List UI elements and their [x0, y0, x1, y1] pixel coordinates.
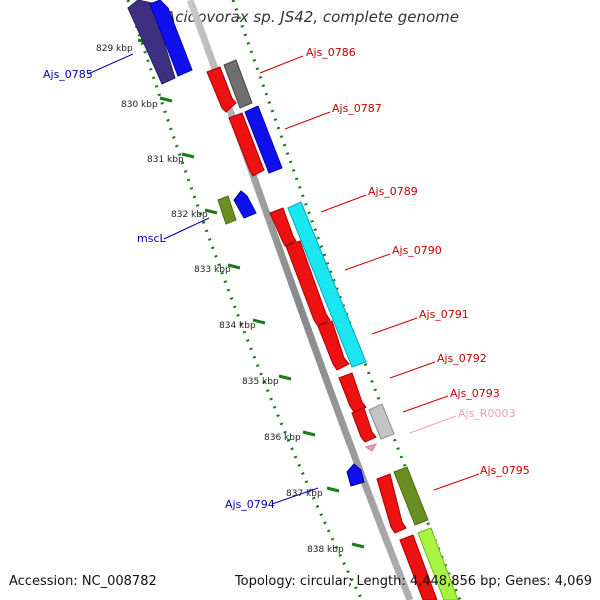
gene-red-bottom[interactable]: [399, 534, 438, 600]
gene-ajs-0795-olive[interactable]: [393, 466, 429, 526]
gene-ajs-0795[interactable]: [376, 473, 407, 534]
leader-line-ajs-0787: [284, 111, 331, 130]
gene-label-ajs-0785[interactable]: Ajs_0785: [43, 68, 93, 81]
leader-line-ajs-0790: [344, 253, 391, 271]
gene-ajs-0792[interactable]: [338, 372, 367, 413]
gene-ajs-0793-grey[interactable]: [368, 403, 395, 440]
leader-line-ajs-0786: [259, 55, 304, 74]
tick-mark: [181, 152, 195, 159]
gene-lime-bottom[interactable]: [417, 527, 459, 600]
gene-mscl-left[interactable]: [217, 195, 237, 225]
tick-mark: [326, 486, 340, 493]
tick-label: 830 kbp: [121, 100, 158, 110]
gene-label-ajs-0792[interactable]: Ajs_0792: [437, 352, 487, 365]
tick-labels: 829 kbp 830 kbp 831 kbp 832 kbp 833 kbp …: [96, 44, 344, 555]
forward-strand-genes: [206, 59, 459, 600]
gene-ajs-0794[interactable]: [346, 463, 365, 487]
gene-label-ajs-0789[interactable]: Ajs_0789: [368, 185, 418, 198]
gene-ajs-0786-grey[interactable]: [223, 59, 253, 109]
tick-label: 833 kbp: [194, 265, 231, 275]
leader-line-ajs-0785: [87, 53, 134, 75]
tick-label: 836 kbp: [264, 433, 301, 443]
tick-mark: [227, 263, 241, 270]
gene-ajs-0787[interactable]: [244, 105, 283, 174]
tick-label: 838 kbp: [307, 545, 344, 555]
gene-ajs-0785-outer[interactable]: [127, 0, 176, 85]
gene-label-ajs-0790[interactable]: Ajs_0790: [392, 244, 442, 257]
gene-ajs-0790[interactable]: [285, 240, 331, 327]
leader-line-ajs-r0003: [409, 415, 457, 434]
map-title: Acidovorax sp. JS42, complete genome: [165, 8, 459, 26]
tick-label: 832 kbp: [171, 210, 208, 220]
leader-lines: [87, 53, 480, 505]
gene-ajs-0789[interactable]: [269, 207, 297, 247]
gene-mscl[interactable]: [233, 190, 257, 219]
gene-ajs-0786[interactable]: [206, 66, 237, 113]
leader-line-ajs-0789: [320, 194, 367, 213]
gene-ajs-0787-red[interactable]: [228, 112, 265, 177]
leader-line-ajs-0792: [389, 361, 436, 379]
genome-summary-label: Topology: circular; Length: 4,448,856 bp…: [234, 574, 592, 589]
gene-label-mscl[interactable]: mscL: [137, 232, 166, 245]
gene-label-ajs-0793[interactable]: Ajs_0793: [450, 387, 500, 400]
tick-marks: [137, 38, 365, 549]
leader-line-ajs-0793: [402, 395, 449, 413]
tick-label: 831 kbp: [147, 155, 184, 165]
tick-mark: [252, 318, 266, 325]
tick-mark: [204, 208, 218, 215]
gene-ajs-r0003[interactable]: [364, 443, 378, 452]
gene-label-ajs-0794[interactable]: Ajs_0794: [225, 498, 275, 511]
accession-label: Accession: NC_008782: [9, 574, 157, 589]
gene-ajs-0791[interactable]: [317, 320, 350, 371]
gene-ajs-0793[interactable]: [351, 407, 377, 443]
gene-ajs-0789-cyan[interactable]: [287, 201, 367, 368]
leader-line-ajs-0795: [433, 473, 480, 491]
gene-ajs-0785[interactable]: [149, 0, 193, 77]
reverse-strand-genes: [127, 0, 365, 487]
leader-line-ajs-0794: [271, 487, 319, 505]
gene-labels: Ajs_0785 mscL Ajs_0794 Ajs_0786 Ajs_0787…: [43, 46, 530, 511]
tick-mark: [302, 430, 316, 437]
tick-label: 835 kbp: [242, 377, 279, 387]
leader-line-mscl: [163, 217, 210, 240]
gene-label-ajs-0787[interactable]: Ajs_0787: [332, 102, 382, 115]
tick-label: 829 kbp: [96, 44, 133, 54]
gene-label-ajs-0791[interactable]: Ajs_0791: [419, 308, 469, 321]
tick-mark: [159, 96, 173, 103]
tick-mark: [278, 374, 292, 381]
tick-label: 837 kbp: [286, 489, 323, 499]
gene-label-ajs-r0003[interactable]: Ajs_R0003: [458, 407, 515, 420]
gene-label-ajs-0786[interactable]: Ajs_0786: [306, 46, 356, 59]
gene-label-ajs-0795[interactable]: Ajs_0795: [480, 464, 530, 477]
leader-line-ajs-0791: [371, 317, 418, 335]
tick-label: 834 kbp: [219, 321, 256, 331]
tick-mark: [351, 542, 365, 549]
inner-dotted-ring: [126, 0, 364, 600]
